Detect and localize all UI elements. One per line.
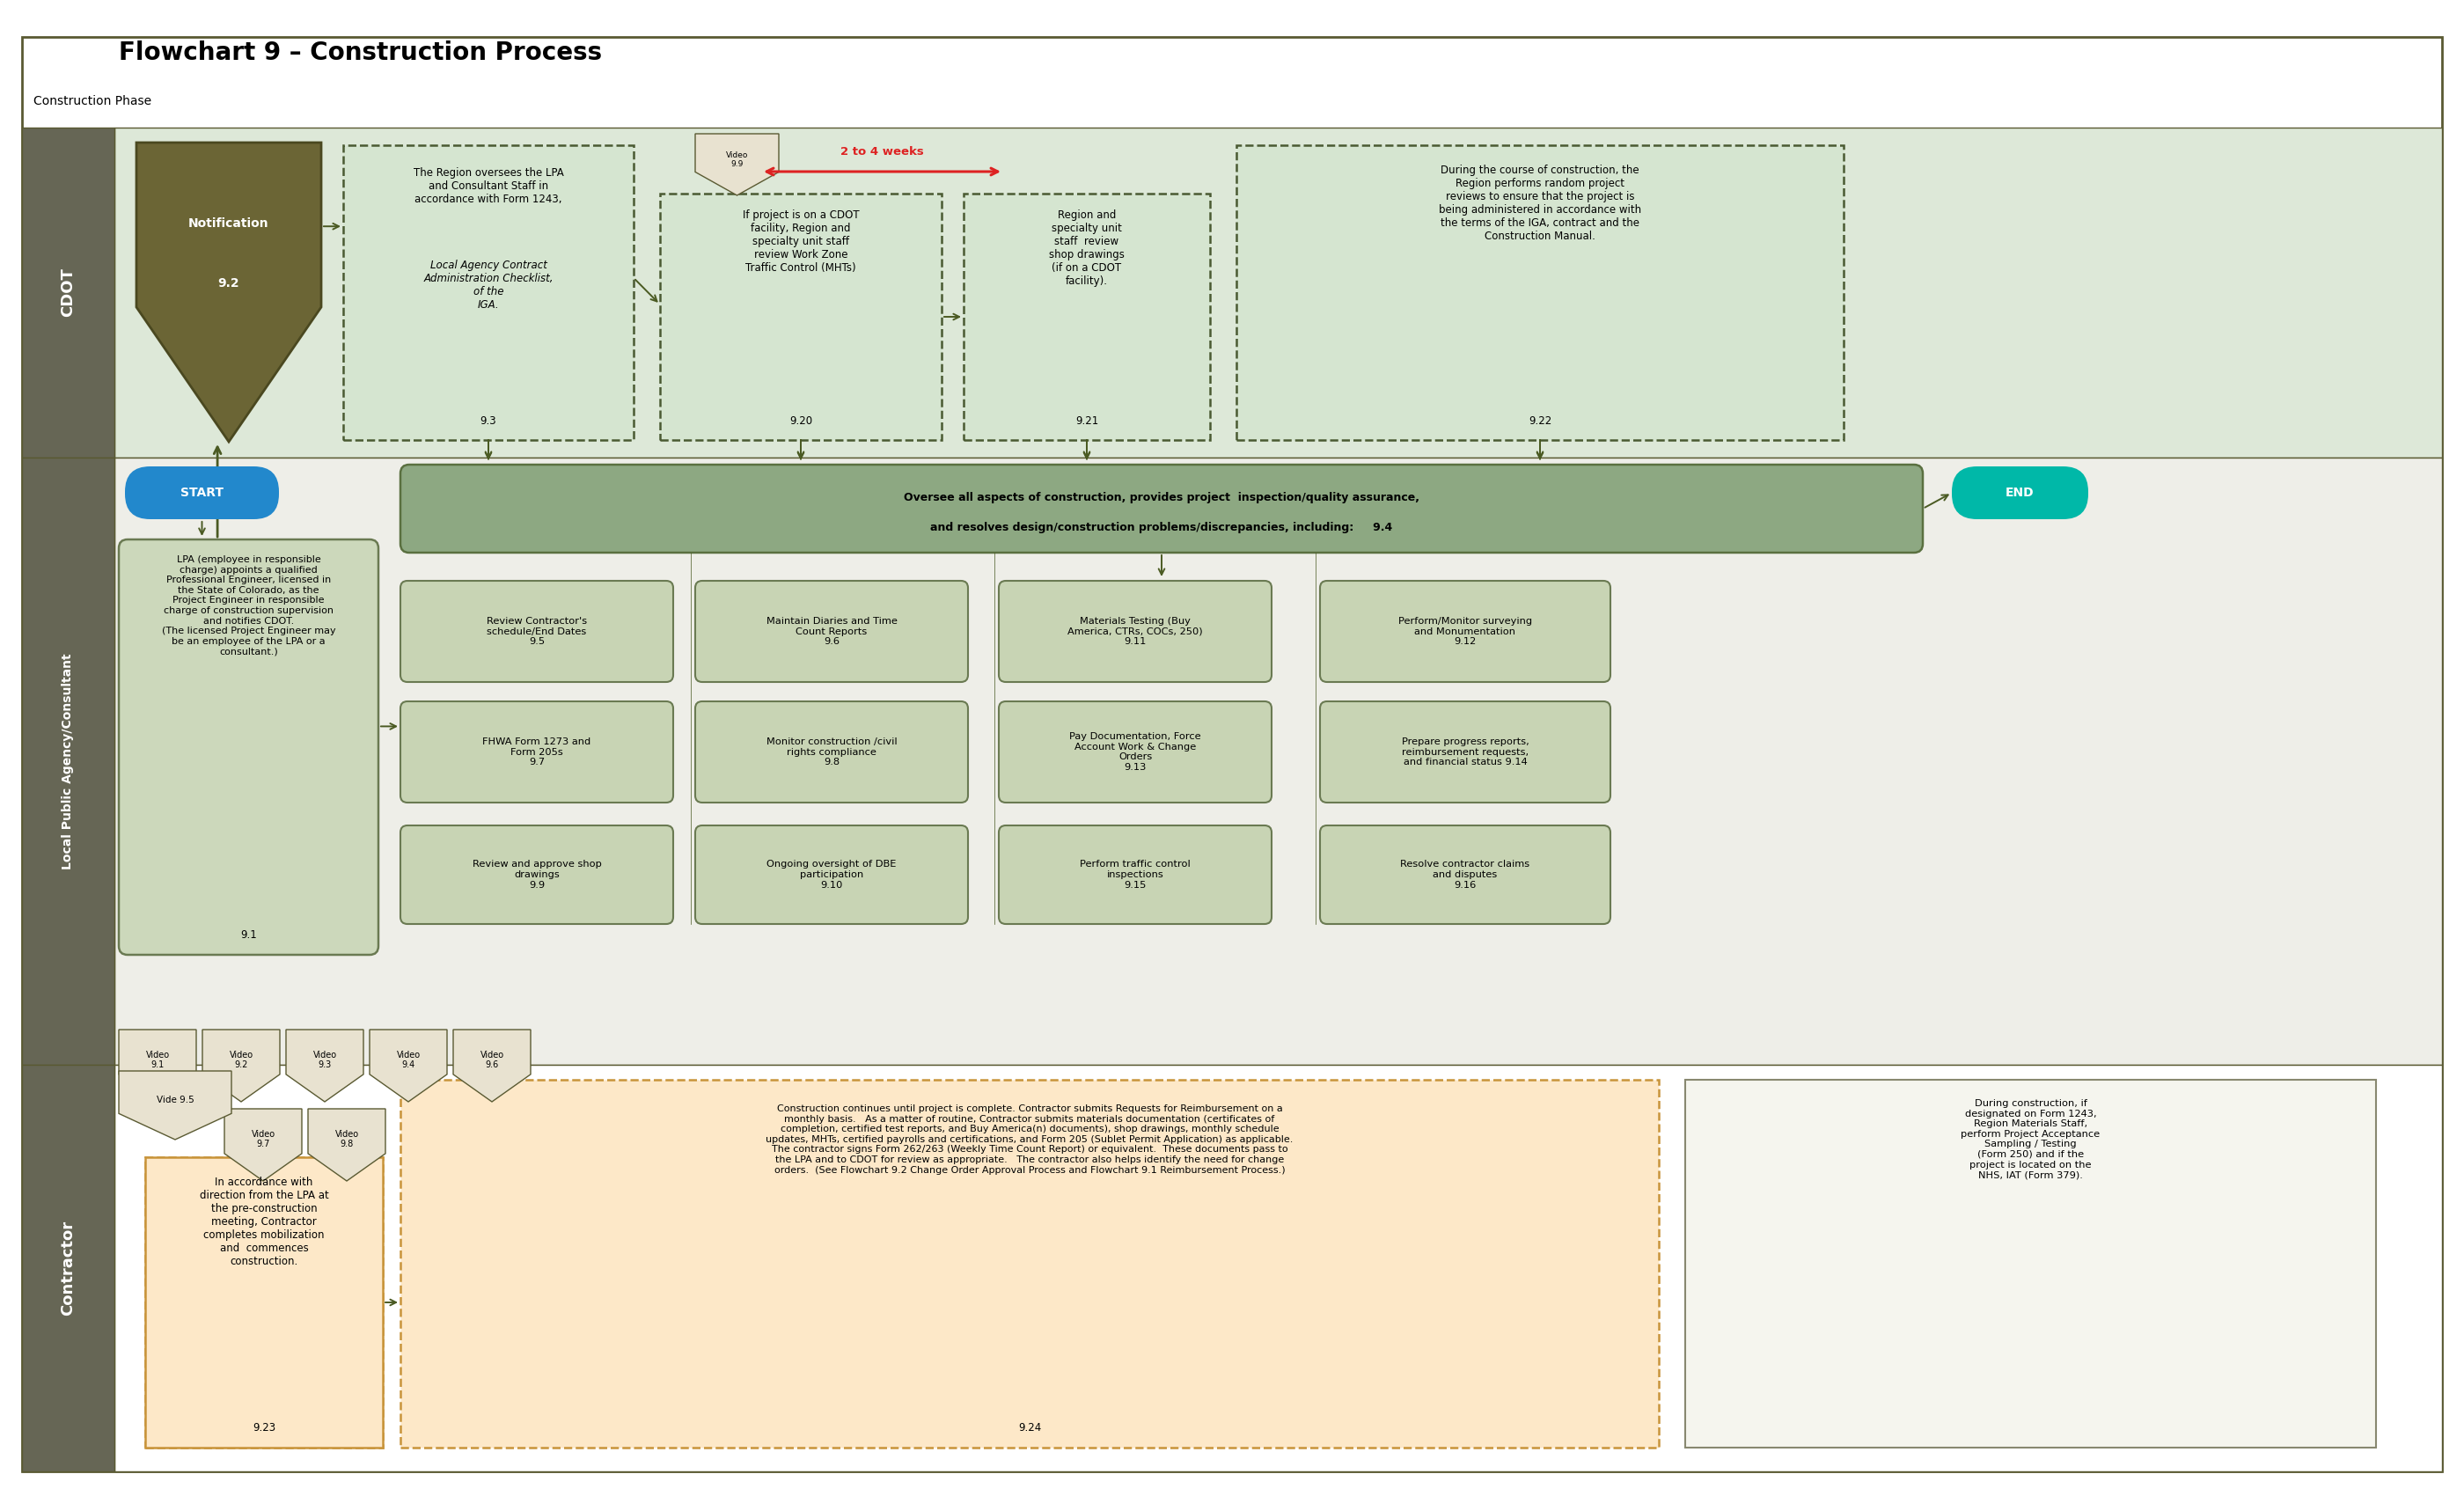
Text: 9.3: 9.3 [480,414,498,426]
Text: Pay Documentation, Force
Account Work & Change
Orders
9.13: Pay Documentation, Force Account Work & … [1069,732,1200,772]
FancyBboxPatch shape [1321,580,1611,682]
Text: Review and approve shop
drawings
9.9: Review and approve shop drawings 9.9 [473,860,601,889]
FancyBboxPatch shape [399,826,673,925]
Text: and resolves design/construction problems/discrepancies, including:     9.4: and resolves design/construction problem… [931,522,1392,534]
FancyBboxPatch shape [998,580,1271,682]
Polygon shape [370,1029,446,1101]
Text: Local Agency Contract
Administration Checklist,
of the
IGA.: Local Agency Contract Administration Che… [424,260,554,311]
FancyBboxPatch shape [113,458,2442,1065]
FancyBboxPatch shape [399,580,673,682]
Text: CDOT: CDOT [59,268,76,317]
Polygon shape [286,1029,365,1101]
FancyBboxPatch shape [1685,1080,2375,1448]
FancyBboxPatch shape [145,1158,382,1448]
FancyBboxPatch shape [998,826,1271,925]
FancyBboxPatch shape [1951,467,2089,519]
Text: Video
9.4: Video 9.4 [397,1050,421,1070]
Text: Perform traffic control
inspections
9.15: Perform traffic control inspections 9.15 [1079,860,1190,889]
FancyBboxPatch shape [399,1080,1658,1448]
Polygon shape [118,1029,197,1101]
Text: Video
9.1: Video 9.1 [145,1050,170,1070]
Text: Local Public Agency/Consultant: Local Public Agency/Consultant [62,654,74,869]
Text: Video
9.6: Video 9.6 [480,1050,503,1070]
FancyBboxPatch shape [22,458,113,1065]
FancyBboxPatch shape [695,580,968,682]
Text: Construction Phase: Construction Phase [34,96,150,108]
FancyBboxPatch shape [399,702,673,802]
FancyBboxPatch shape [963,193,1210,440]
FancyBboxPatch shape [1321,826,1611,925]
Text: 9.1: 9.1 [241,929,256,941]
FancyBboxPatch shape [1321,702,1611,802]
FancyBboxPatch shape [695,826,968,925]
Text: Region and
specialty unit
staff  review
shop drawings
(if on a CDOT
facility).: Region and specialty unit staff review s… [1050,209,1124,287]
Polygon shape [695,133,779,196]
Text: Maintain Diaries and Time
Count Reports
9.6: Maintain Diaries and Time Count Reports … [766,616,897,646]
FancyBboxPatch shape [118,540,379,954]
Text: In accordance with
direction from the LPA at
the pre-construction
meeting, Contr: In accordance with direction from the LP… [200,1176,328,1267]
Text: FHWA Form 1273 and
Form 205s
9.7: FHWA Form 1273 and Form 205s 9.7 [483,738,591,766]
FancyBboxPatch shape [660,193,941,440]
Text: 9.23: 9.23 [251,1423,276,1435]
Text: Flowchart 9 – Construction Process: Flowchart 9 – Construction Process [118,40,601,66]
Text: Oversee all aspects of construction, provides project  inspection/quality assura: Oversee all aspects of construction, pro… [904,492,1419,504]
Text: END: END [2006,486,2035,500]
Polygon shape [118,1071,232,1140]
Text: During the course of construction, the
Region performs random project
reviews to: During the course of construction, the R… [1439,165,1641,242]
FancyBboxPatch shape [22,37,2442,1472]
Text: Review Contractor's
schedule/End Dates
9.5: Review Contractor's schedule/End Dates 9… [485,616,586,646]
Polygon shape [453,1029,530,1101]
Text: 9.2: 9.2 [217,277,239,289]
FancyBboxPatch shape [342,145,633,440]
Text: Video
9.8: Video 9.8 [335,1129,360,1149]
Polygon shape [224,1109,301,1180]
FancyBboxPatch shape [126,467,278,519]
FancyBboxPatch shape [22,127,113,458]
Text: Video
9.7: Video 9.7 [251,1129,276,1149]
Text: Video
9.3: Video 9.3 [313,1050,338,1070]
FancyBboxPatch shape [113,1065,2442,1472]
Text: Perform/Monitor surveying
and Monumentation
9.12: Perform/Monitor surveying and Monumentat… [1397,616,1533,646]
Text: Ongoing oversight of DBE
participation
9.10: Ongoing oversight of DBE participation 9… [766,860,897,889]
FancyBboxPatch shape [113,127,2442,458]
Polygon shape [202,1029,281,1101]
Text: 9.20: 9.20 [788,414,813,426]
Text: Notification: Notification [187,217,269,229]
Text: Prepare progress reports,
reimbursement requests,
and financial status 9.14: Prepare progress reports, reimbursement … [1402,738,1528,766]
Text: START: START [180,486,224,500]
FancyBboxPatch shape [399,465,1922,552]
Polygon shape [136,142,320,441]
FancyBboxPatch shape [145,1158,382,1448]
FancyBboxPatch shape [695,702,968,802]
Text: Contractor: Contractor [59,1221,76,1315]
Text: If project is on a CDOT
facility, Region and
specialty unit staff
review Work Zo: If project is on a CDOT facility, Region… [742,209,860,274]
Text: Video
9.2: Video 9.2 [229,1050,254,1070]
Text: During construction, if
designated on Form 1243,
Region Materials Staff,
perform: During construction, if designated on Fo… [1961,1100,2099,1179]
Polygon shape [308,1109,384,1180]
Text: Vide 9.5: Vide 9.5 [155,1095,195,1104]
Text: 9.24: 9.24 [1018,1423,1042,1435]
Text: Monitor construction /civil
rights compliance
9.8: Monitor construction /civil rights compl… [766,738,897,766]
FancyBboxPatch shape [22,1065,113,1472]
Text: Resolve contractor claims
and disputes
9.16: Resolve contractor claims and disputes 9… [1400,860,1530,889]
FancyBboxPatch shape [1237,145,1843,440]
Text: Construction continues until project is complete. Contractor submits Requests fo: Construction continues until project is … [766,1104,1294,1174]
FancyBboxPatch shape [998,702,1271,802]
Text: Video
9.9: Video 9.9 [727,151,749,168]
Text: The Region oversees the LPA
and Consultant Staff in
accordance with Form 1243,: The Region oversees the LPA and Consulta… [414,168,564,205]
Text: 9.21: 9.21 [1074,414,1099,426]
Text: 9.22: 9.22 [1528,414,1552,426]
Text: LPA (employee in responsible
charge) appoints a qualified
Professional Engineer,: LPA (employee in responsible charge) app… [163,555,335,655]
Text: 2 to 4 weeks: 2 to 4 weeks [840,147,924,159]
Text: Materials Testing (Buy
America, CTRs, COCs, 250)
9.11: Materials Testing (Buy America, CTRs, CO… [1067,616,1202,646]
